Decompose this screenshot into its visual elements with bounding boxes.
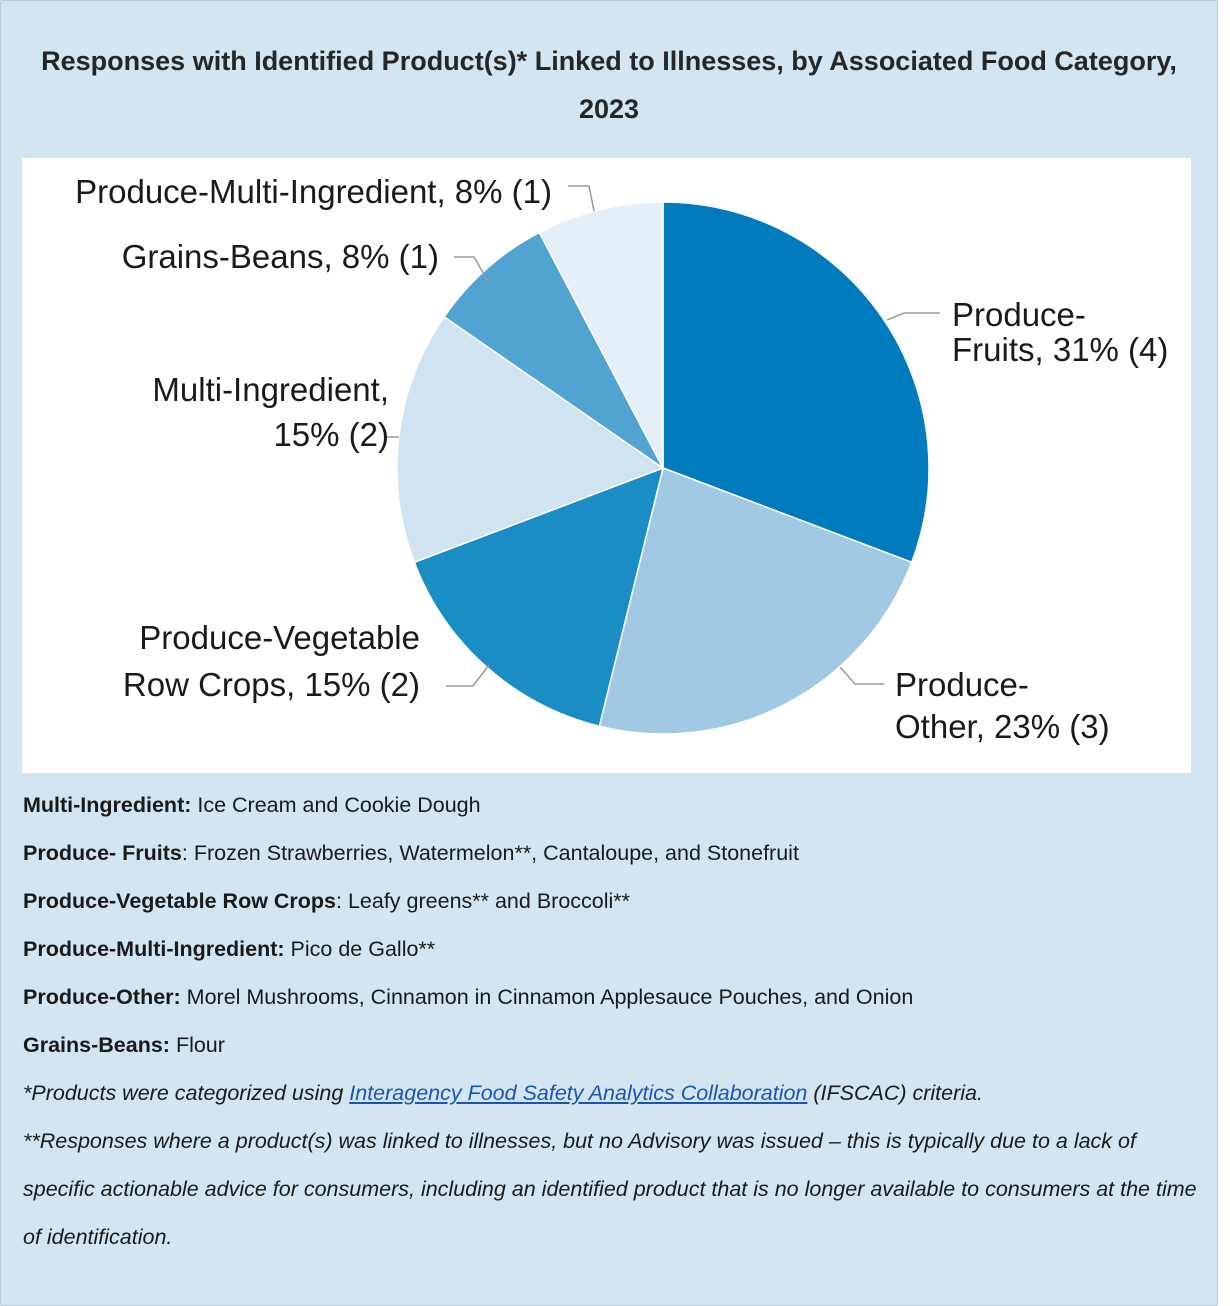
note-produce-fruits: Produce- Fruits: Frozen Strawberries, Wa… bbox=[23, 841, 799, 865]
pie-slice-produce-multi-ingredient bbox=[538, 201, 664, 469]
pie-slice-produce-fruits bbox=[662, 201, 930, 564]
slice-label-grains-beans: Grains-Beans, 8% (1) bbox=[122, 238, 439, 275]
pie-slice-grains-beans bbox=[443, 231, 664, 469]
note-produce-other: Produce-Other: Morel Mushrooms, Cinnamon… bbox=[23, 985, 914, 1009]
leader-line-produce-multi-ingredient bbox=[568, 185, 595, 212]
leader-line-grains-beans bbox=[454, 256, 490, 284]
note-multi-ingredient: Multi-Ingredient: Ice Cream and Cookie D… bbox=[23, 793, 481, 817]
note-grains-beans: Grains-Beans: Flour bbox=[23, 1033, 225, 1057]
leader-line-produce-other bbox=[839, 666, 884, 685]
footnote-ifsac: *Products were categorized using Interag… bbox=[23, 1081, 983, 1105]
note-produce-multi-ingredient: Produce-Multi-Ingredient: Pico de Gallo*… bbox=[23, 937, 436, 961]
slice-label-produce-vegetable-row-crops: Produce-Vegetable Row Crops, 15% (2) bbox=[123, 619, 420, 703]
slice-label-multi-ingredient: Multi-Ingredient, 15% (2) bbox=[152, 371, 389, 453]
slice-label-produce-multi-ingredient: Produce-Multi-Ingredient, 8% (1) bbox=[75, 173, 552, 210]
leader-line-produce-fruits bbox=[886, 312, 940, 321]
pie-slice-multi-ingredient bbox=[396, 315, 665, 564]
category-notes: Multi-Ingredient: Ice Cream and Cookie D… bbox=[23, 781, 1203, 1261]
pie-chart: Produce-Fruits, 31% (4) Produce-Other, 23… bbox=[22, 158, 1191, 773]
leader-line-produce-vegetable-row-crops bbox=[446, 664, 490, 687]
pie-slice-produce-other bbox=[598, 466, 913, 735]
chart-title: Responses with Identified Product(s)* Li… bbox=[41, 46, 1177, 124]
note-produce-vegetable-row-crops: Produce-Vegetable Row Crops: Leafy green… bbox=[23, 889, 631, 913]
slice-label-produce-fruits: Produce-Fruits, 31% (4) bbox=[952, 296, 1168, 368]
footnote-no-advisory: **Responses where a product(s) was linke… bbox=[23, 1129, 1197, 1249]
pie-chart-svg: Produce-Fruits, 31% (4) Produce-Other, 23… bbox=[75, 173, 1168, 745]
slice-label-produce-other: Produce-Other, 23% (3) bbox=[895, 666, 1110, 745]
ifsac-link[interactable]: Interagency Food Safety Analytics Collab… bbox=[349, 1081, 808, 1105]
